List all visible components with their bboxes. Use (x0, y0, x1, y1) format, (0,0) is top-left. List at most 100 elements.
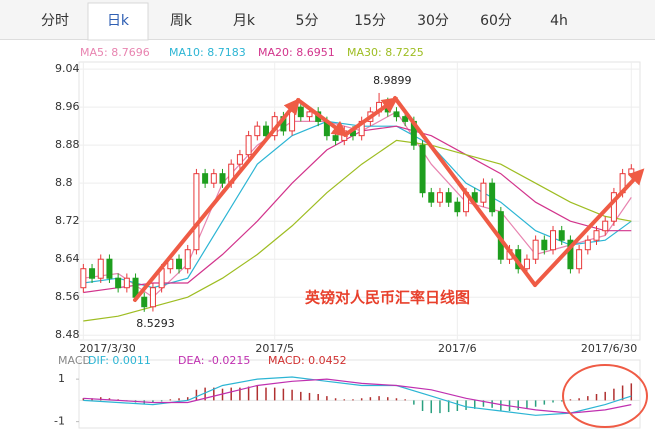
line (83, 378, 632, 414)
macd-bar (360, 398, 363, 401)
y-tick-label: 8.56 (55, 290, 80, 303)
tab[interactable]: 日k (107, 13, 130, 29)
macd-bar (613, 388, 615, 401)
candle-body (193, 173, 200, 251)
tab[interactable]: 月k (233, 13, 256, 29)
macd-bar (430, 400, 433, 414)
macd-bar (482, 400, 485, 407)
candle-body (236, 154, 243, 165)
candle-body (567, 239, 574, 270)
candle-body (184, 249, 191, 270)
macd-bar (178, 398, 180, 401)
macd-bar (560, 400, 563, 402)
macd-bar (604, 391, 606, 401)
macd-bar (230, 387, 232, 401)
candle-body (89, 268, 96, 279)
macd-bar (300, 391, 302, 401)
macd-bar (404, 399, 406, 401)
arrow (393, 96, 537, 287)
macd-bar (578, 398, 580, 401)
y-tick-label: 8.64 (55, 252, 80, 265)
y-tick-label: 8.96 (55, 100, 80, 113)
y-tick-label: 9.04 (55, 62, 80, 75)
candle-body (123, 277, 130, 289)
candle-body (115, 277, 122, 289)
macd-bar (552, 400, 554, 403)
candle-body (532, 239, 539, 260)
macd-bar (352, 399, 354, 401)
arrow (343, 97, 399, 137)
arrow (533, 168, 645, 287)
chart-title: 英镑对人民币汇率日线图 (305, 289, 470, 307)
candle-body (541, 239, 548, 251)
tab[interactable]: 5分 (296, 13, 319, 29)
macd-bar (334, 398, 337, 401)
macd-bar (630, 383, 633, 401)
macd-bar (387, 397, 389, 401)
price-frame (78, 61, 641, 341)
arrow (296, 98, 349, 137)
candle-body (263, 125, 269, 137)
macd-bar (291, 389, 293, 401)
price-annotation: 8.9899 (373, 74, 412, 87)
legend-entry: DIF: 0.0011 (88, 354, 151, 367)
candle-body (576, 249, 583, 270)
line (83, 376, 632, 416)
legend-entry: MA10: 8.7183 (169, 46, 246, 59)
macd-bar (421, 400, 424, 411)
tab[interactable]: 分时 (41, 13, 69, 29)
candle-body (602, 220, 609, 232)
x-tick-label: 2017/6/30 (581, 342, 637, 355)
line (83, 139, 632, 322)
x-tick-label: 2017/6 (438, 342, 477, 355)
macd-bar (595, 394, 598, 401)
macd-bar (413, 400, 415, 405)
candle-body (210, 173, 217, 184)
candle-body (610, 192, 617, 222)
tab[interactable]: 周k (170, 13, 193, 29)
macd-bar (204, 387, 206, 401)
candle-body (419, 144, 426, 194)
candle-body (436, 192, 443, 203)
macd-bar (621, 385, 624, 401)
selected-tab (87, 2, 149, 41)
candle-body (80, 268, 87, 289)
macd-bar (326, 396, 328, 401)
macd-bar (465, 400, 467, 410)
macd-bar (213, 387, 215, 401)
y-tick-label: 8.48 (55, 328, 80, 341)
candle-body (219, 173, 226, 184)
macd-bar (369, 397, 372, 401)
macd-bar (439, 400, 441, 414)
macd-bar (82, 398, 85, 401)
candle-body (445, 192, 452, 203)
macd-bar (343, 399, 346, 401)
tab[interactable]: 15分 (354, 13, 386, 29)
candle-body (628, 168, 635, 175)
candle-body (254, 125, 261, 137)
candle-body (306, 111, 313, 118)
macd-bar (526, 400, 528, 409)
tab[interactable]: 30分 (417, 13, 449, 29)
x-tick-label: 2017/3/30 (79, 342, 135, 355)
y-tick-label: 8.88 (55, 138, 80, 151)
candle-body (584, 239, 591, 251)
y-tick-label: 8.8 (55, 176, 73, 189)
macd-bar (256, 385, 259, 401)
tab[interactable]: 60分 (480, 13, 512, 29)
candle-body (141, 296, 148, 308)
candle-body (550, 230, 557, 251)
candle-body (480, 182, 487, 203)
legend-entry: MA5: 8.7696 (80, 46, 150, 59)
tab[interactable]: 4h (550, 13, 568, 29)
candle-body (176, 258, 183, 270)
price-annotation: 8.5293 (136, 317, 175, 330)
macd-bar (282, 388, 285, 401)
macd-bar (395, 398, 398, 401)
macd-bar (247, 386, 250, 401)
candle-body (593, 230, 600, 241)
candle-body (523, 258, 530, 270)
macd-bar (152, 400, 154, 403)
legend-entry: MA30: 8.7225 (347, 46, 424, 59)
